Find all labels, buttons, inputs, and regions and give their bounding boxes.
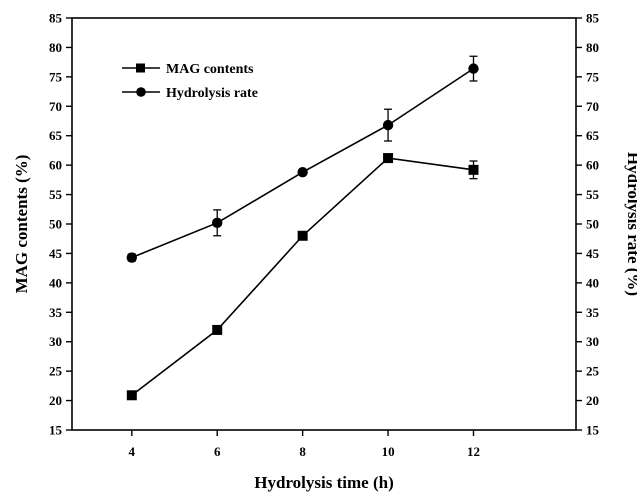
left-y-axis-title: MAG contents (%) bbox=[12, 155, 31, 294]
data-point-circle bbox=[126, 252, 137, 263]
x-tick-label: 12 bbox=[467, 444, 480, 459]
right-y-tick-label: 15 bbox=[586, 423, 600, 438]
data-point-square bbox=[297, 230, 308, 241]
left-y-tick-label: 35 bbox=[49, 305, 63, 320]
right-y-tick-label: 25 bbox=[586, 364, 600, 379]
right-y-tick-label: 45 bbox=[586, 246, 600, 261]
right-y-tick-label: 30 bbox=[586, 334, 599, 349]
data-point-square bbox=[383, 153, 394, 164]
left-y-tick-label: 25 bbox=[49, 364, 63, 379]
x-tick-label: 4 bbox=[129, 444, 136, 459]
x-axis-title: Hydrolysis time (h) bbox=[254, 473, 393, 492]
left-y-tick-label: 40 bbox=[49, 275, 62, 290]
x-tick-label: 8 bbox=[299, 444, 306, 459]
legend-label-hydrolysis: Hydrolysis rate bbox=[166, 86, 258, 101]
data-point-square bbox=[468, 164, 479, 175]
left-y-tick-label: 75 bbox=[49, 69, 63, 84]
right-y-tick-label: 60 bbox=[586, 158, 599, 173]
left-y-tick-label: 50 bbox=[49, 217, 62, 232]
right-y-tick-label: 55 bbox=[586, 187, 600, 202]
x-axis-ticks: 4 6 8 10 12 bbox=[129, 430, 480, 459]
right-y-tick-label: 70 bbox=[586, 99, 599, 114]
left-y-tick-label: 15 bbox=[49, 423, 63, 438]
data-point-circle bbox=[297, 167, 308, 178]
legend-marker-square bbox=[136, 63, 145, 73]
right-y-tick-label: 75 bbox=[586, 69, 600, 84]
right-y-tick-label: 85 bbox=[586, 11, 600, 26]
right-y-tick-label: 35 bbox=[586, 305, 600, 320]
left-y-tick-label: 45 bbox=[49, 246, 63, 261]
data-point-square bbox=[212, 324, 223, 335]
legend-marker-circle bbox=[136, 87, 146, 97]
right-y-axis-title: Hydrolysis rate (%) bbox=[624, 152, 637, 296]
left-y-tick-label: 30 bbox=[49, 334, 62, 349]
data-point-circle bbox=[468, 63, 479, 74]
legend: MAG contents Hydrolysis rate bbox=[122, 62, 258, 101]
left-y-tick-label: 65 bbox=[49, 128, 63, 143]
data-point-circle bbox=[212, 217, 223, 229]
x-tick-label: 10 bbox=[382, 444, 395, 459]
left-y-tick-label: 85 bbox=[49, 11, 63, 26]
y-axis-ticks: 15 15 20 20 25 25 30 30 35 35 40 40 45 45 50 50 55 55 60 60… bbox=[49, 11, 600, 438]
series-line-0 bbox=[131, 157, 474, 396]
right-y-tick-label: 50 bbox=[586, 217, 599, 232]
legend-label-mag: MAG contents bbox=[166, 62, 254, 77]
right-y-tick-label: 80 bbox=[586, 40, 599, 55]
data-point-circle bbox=[382, 119, 394, 131]
left-y-tick-label: 60 bbox=[49, 158, 62, 173]
right-y-tick-label: 65 bbox=[586, 128, 600, 143]
data-point-square bbox=[126, 390, 137, 401]
plot-frame bbox=[71, 17, 577, 431]
left-y-tick-label: 55 bbox=[49, 187, 63, 202]
left-y-tick-label: 20 bbox=[49, 393, 62, 408]
series-layer bbox=[126, 55, 479, 401]
left-y-tick-label: 70 bbox=[49, 99, 62, 114]
x-tick-label: 6 bbox=[214, 444, 221, 459]
right-y-tick-label: 20 bbox=[586, 393, 599, 408]
left-y-tick-label: 80 bbox=[49, 40, 62, 55]
right-y-tick-label: 40 bbox=[586, 275, 599, 290]
